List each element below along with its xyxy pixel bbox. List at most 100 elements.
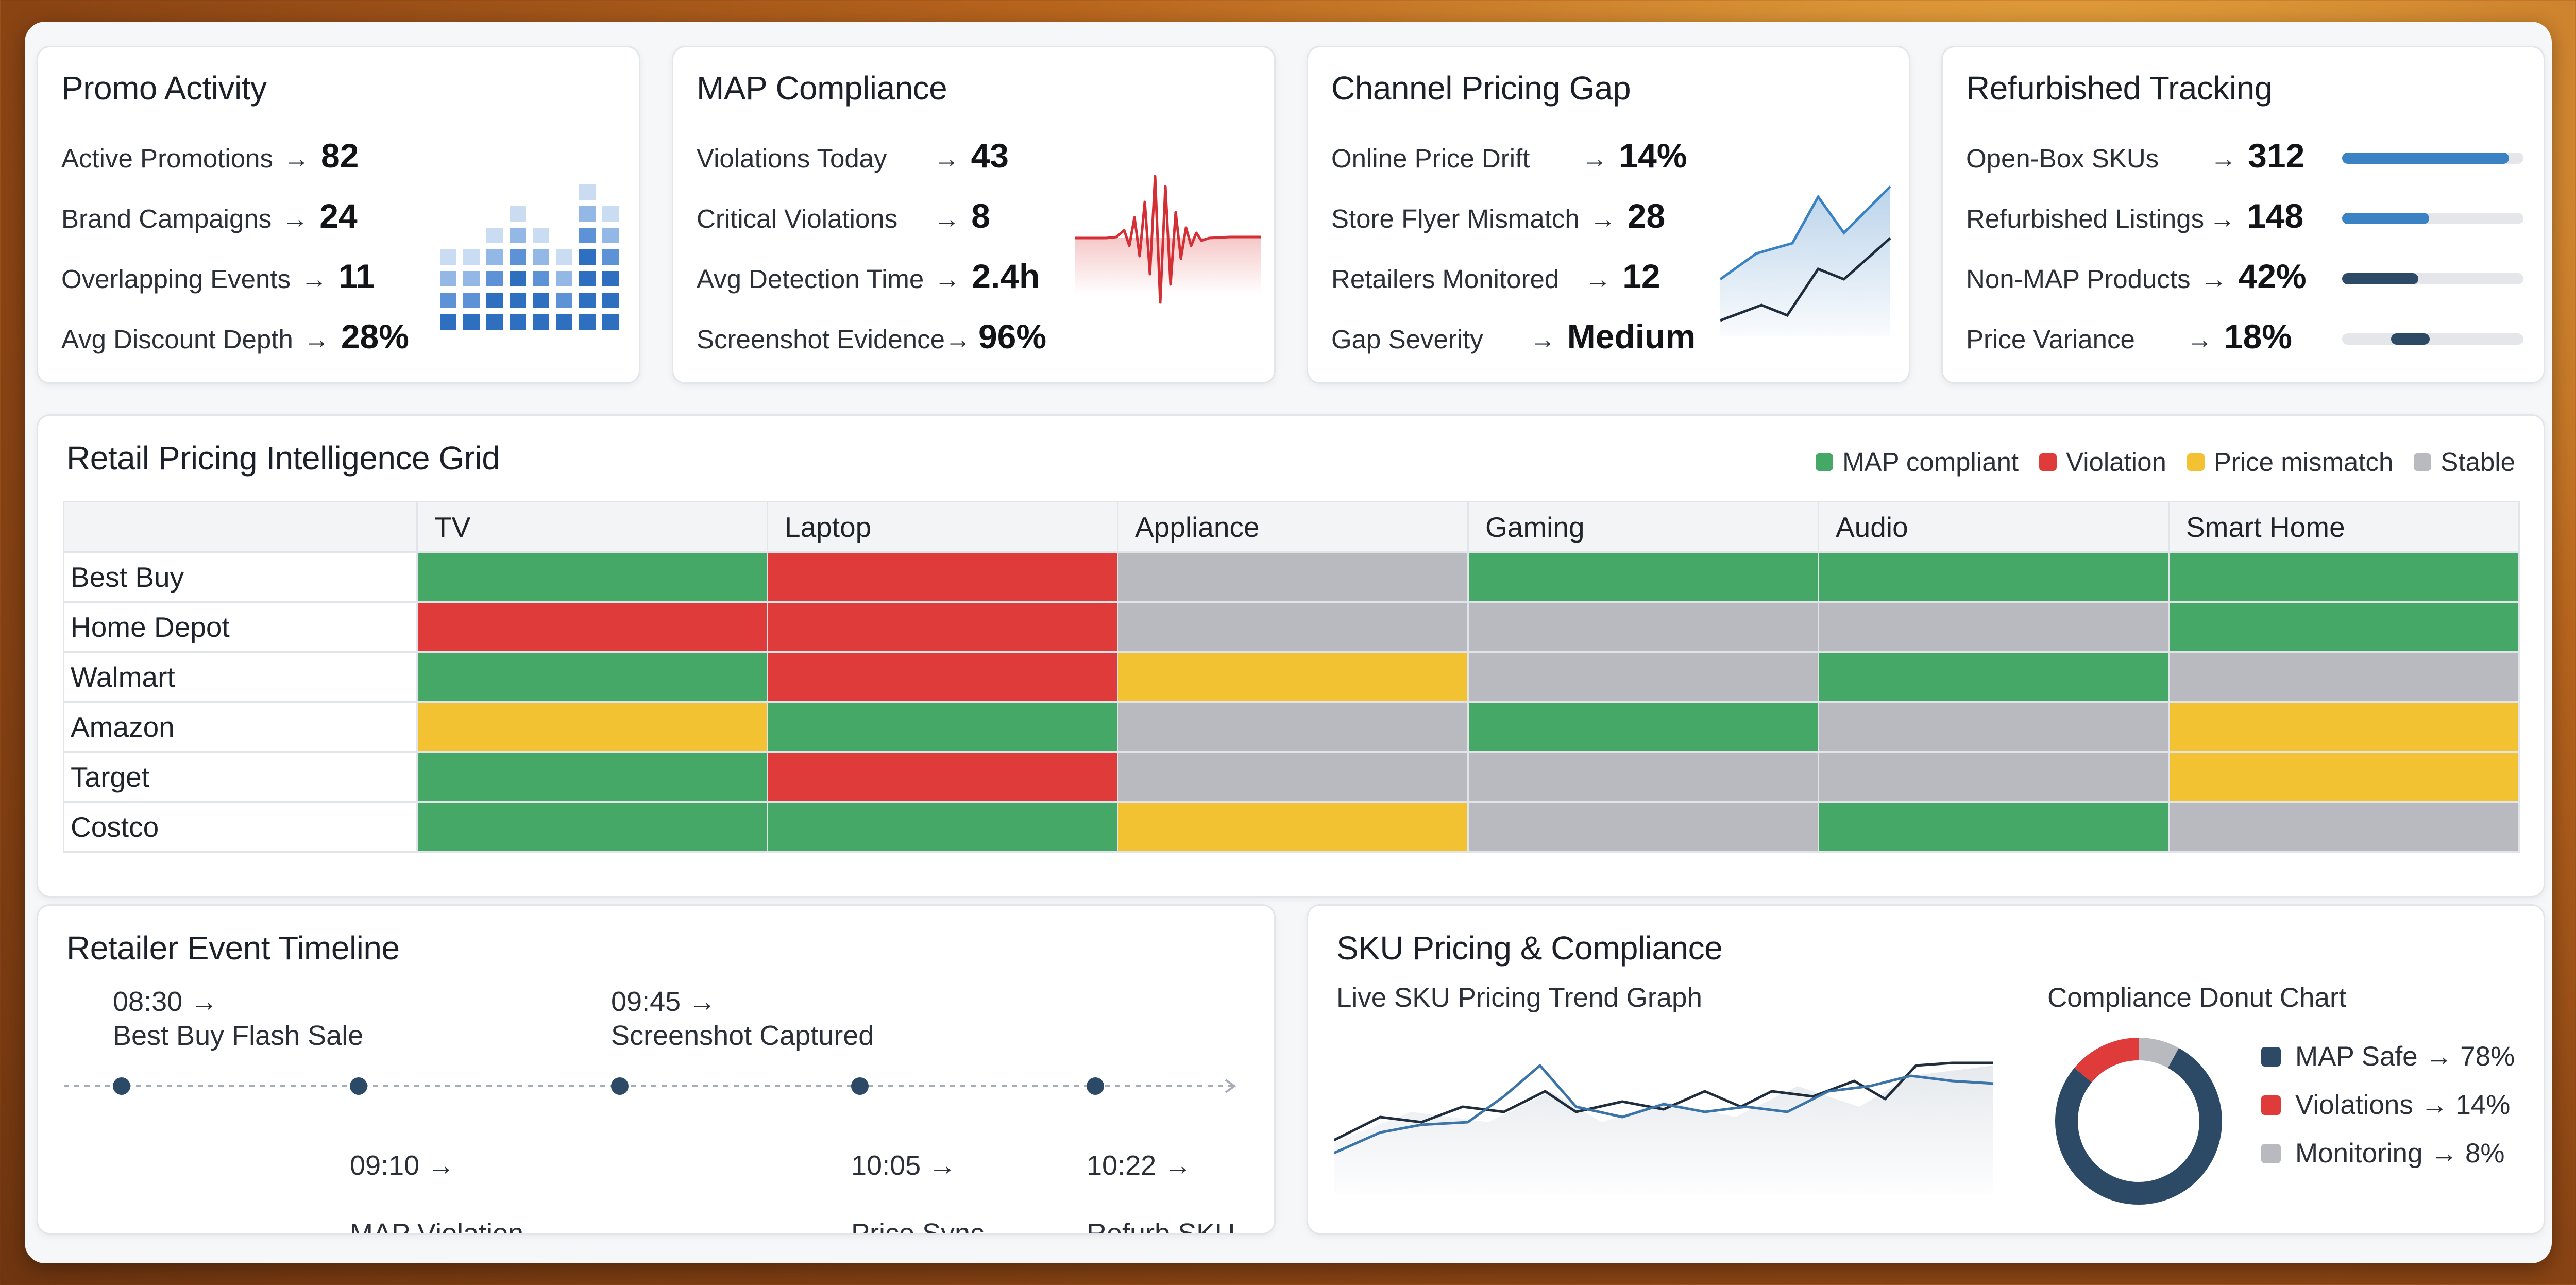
grid-status-cell[interactable] xyxy=(1467,551,1819,603)
legend-swatch xyxy=(2261,1095,2281,1115)
heatmap-cell xyxy=(602,314,619,330)
column-header: Gaming xyxy=(1467,501,1819,553)
timeline-marker[interactable] xyxy=(611,1077,629,1095)
grid-status-cell[interactable] xyxy=(416,651,768,703)
grid-status-cell[interactable] xyxy=(1117,551,1469,603)
grid-status-cell[interactable] xyxy=(2168,551,2520,603)
trend-graph-label: Live SKU Pricing Trend Graph xyxy=(1336,983,1702,1013)
event-text: Price Sync Updated xyxy=(851,1218,985,1235)
legend-label: Price mismatch xyxy=(2213,447,2394,477)
grid-status-cell[interactable] xyxy=(416,801,768,853)
grid-status-cell[interactable] xyxy=(2168,751,2520,803)
grid-status-cell[interactable] xyxy=(2168,701,2520,753)
heatmap-cell xyxy=(486,228,503,243)
metric-online-price-drift: Online Price Drift → 14% xyxy=(1331,136,1687,175)
grid-status-cell[interactable] xyxy=(767,651,1118,703)
column-header: Laptop xyxy=(767,501,1118,553)
grid-status-cell[interactable] xyxy=(767,701,1118,753)
retailer-label: Target xyxy=(63,751,418,803)
metric-active-promotions: Active Promotions → 82 xyxy=(61,136,359,175)
metric-value: 8 xyxy=(971,197,990,235)
pricing-intelligence-grid-card: Retail Pricing Intelligence Grid MAP com… xyxy=(37,414,2545,898)
waveform-line xyxy=(1075,175,1261,304)
metric-value: 28% xyxy=(341,317,409,356)
column-header: Appliance xyxy=(1117,501,1469,553)
metric-label: Avg Detection Time xyxy=(697,264,924,294)
grid-status-cell[interactable] xyxy=(2168,801,2520,853)
grid-status-cell[interactable] xyxy=(767,751,1118,803)
timeline-marker[interactable] xyxy=(350,1077,367,1095)
heatmap-cell xyxy=(556,249,572,265)
grid-status-cell[interactable] xyxy=(416,551,768,603)
grid-status-cell[interactable] xyxy=(1467,701,1819,753)
metric-value: 312 xyxy=(2248,137,2305,175)
event-text: Best Buy Flash Sale xyxy=(113,1020,364,1051)
metric-brand-campaigns: Brand Campaigns → 24 xyxy=(61,196,358,235)
grid-status-cell[interactable] xyxy=(1467,751,1819,803)
grid-status-cell[interactable] xyxy=(416,601,768,653)
arrow-icon: → xyxy=(1529,325,1556,354)
arrow-icon: → xyxy=(282,204,309,233)
timeline-marker[interactable] xyxy=(1087,1077,1104,1095)
grid-status-cell[interactable] xyxy=(767,601,1118,653)
metric-value: 96% xyxy=(978,317,1047,356)
legend-label: Stable xyxy=(2441,447,2515,477)
grid-status-cell[interactable] xyxy=(1467,651,1819,703)
donut-legend-violations: Violations → 14% xyxy=(2261,1089,2510,1121)
event-time: 08:30 → xyxy=(113,986,218,1017)
grid-status-cell[interactable] xyxy=(1818,601,2170,653)
column-header: Smart Home xyxy=(2168,501,2520,553)
metric-open-box-skus: Open-Box SKUs → 312 xyxy=(1966,136,2304,175)
progress-bar-price-variance xyxy=(2342,333,2523,345)
metric-label: Critical Violations xyxy=(697,204,898,233)
legend-violation: Violation xyxy=(2039,447,2166,477)
heatmap-cell xyxy=(486,249,503,265)
progress-bar-open-box xyxy=(2342,153,2523,164)
legend-map-compliant: MAP compliant xyxy=(1816,447,2019,477)
compliance-donut-chart xyxy=(2055,1038,2222,1205)
legend-stable: Stable xyxy=(2414,447,2515,477)
legend-value: 8% xyxy=(2465,1138,2505,1169)
grid-status-cell[interactable] xyxy=(1117,651,1469,703)
grid-status-cell[interactable] xyxy=(767,801,1118,853)
store-price-line xyxy=(1720,237,1891,322)
timeline-event-map-violation: 09:10 → MAP Violation Detected xyxy=(350,1114,523,1233)
grid-status-cell[interactable] xyxy=(1818,751,2170,803)
metric-label: Screenshot Evidence xyxy=(697,325,945,354)
violation-waveform-chart xyxy=(1075,175,1261,304)
grid-status-cell[interactable] xyxy=(1818,551,2170,603)
grid-status-cell[interactable] xyxy=(1467,801,1819,853)
metric-label: Price Variance xyxy=(1966,325,2135,354)
grid-status-cell[interactable] xyxy=(416,751,768,803)
legend-label: Monitoring xyxy=(2295,1138,2423,1169)
grid-status-cell[interactable] xyxy=(1818,701,2170,753)
card-title: MAP Compliance xyxy=(697,70,947,107)
heatmap-cell xyxy=(463,314,480,330)
heatmap-cell xyxy=(556,271,572,286)
arrow-icon: → xyxy=(2425,1041,2453,1072)
timeline-event-price-sync: 10:05 → Price Sync Updated xyxy=(851,1114,985,1235)
metric-value: 18% xyxy=(2224,317,2292,356)
grid-status-cell[interactable] xyxy=(2168,601,2520,653)
grid-status-cell[interactable] xyxy=(1818,801,2170,853)
grid-status-cell[interactable] xyxy=(1117,601,1469,653)
arrow-icon: → xyxy=(2430,1138,2458,1169)
heatmap-cell xyxy=(533,249,549,265)
heatmap-cell xyxy=(440,271,456,286)
grid-status-cell[interactable] xyxy=(767,551,1118,603)
grid-status-cell[interactable] xyxy=(1467,601,1819,653)
timeline-marker[interactable] xyxy=(113,1077,130,1095)
heatmap-cell xyxy=(486,271,503,286)
grid-row: Target xyxy=(63,751,2520,803)
timeline-event-refurb-sku: 10:22 → Refurb SKU Added xyxy=(1087,1114,1235,1233)
grid-status-cell[interactable] xyxy=(1117,801,1469,853)
heatmap-cell xyxy=(579,228,596,243)
timeline-marker[interactable] xyxy=(851,1077,869,1095)
grid-status-cell[interactable] xyxy=(1117,701,1469,753)
grid-status-cell[interactable] xyxy=(2168,651,2520,703)
grid-status-cell[interactable] xyxy=(1117,751,1469,803)
arrow-icon: → xyxy=(944,325,971,354)
grid-status-cell[interactable] xyxy=(416,701,768,753)
grid-status-cell[interactable] xyxy=(1818,651,2170,703)
arrow-icon: → xyxy=(2420,1090,2448,1120)
